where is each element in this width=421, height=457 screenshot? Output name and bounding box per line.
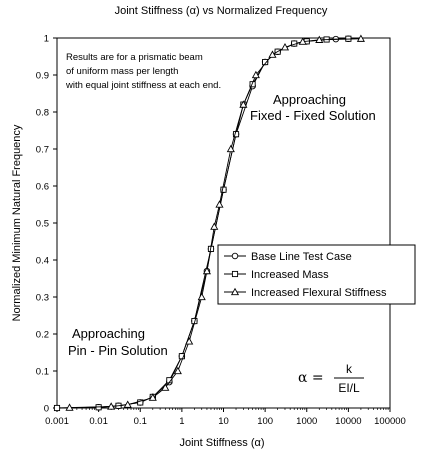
- pin-solution-annotation: Approaching Pin - Pin Solution: [68, 326, 168, 358]
- fixed-annotation-line: Approaching: [273, 92, 346, 107]
- data-point: [173, 366, 182, 375]
- data-point: [280, 43, 290, 51]
- x-tick-label: 10000: [335, 416, 361, 427]
- pin-annotation-line: Pin - Pin Solution: [68, 343, 168, 358]
- chart-title: Joint Stiffness (α) vs Normalized Freque…: [115, 5, 328, 17]
- y-axis-title: Normalized Minimum Natural Frequency: [11, 124, 23, 321]
- y-tick-label: 0.6: [36, 182, 49, 193]
- data-point: [197, 292, 206, 301]
- data-point: [215, 200, 224, 208]
- data-point: [210, 222, 219, 230]
- fixed-solution-annotation: Approaching Fixed - Fixed Solution: [250, 92, 376, 123]
- legend-entry: Increased Mass: [224, 269, 329, 281]
- x-tick-label: 0.1: [134, 416, 147, 427]
- data-point: [202, 266, 212, 275]
- data-point: [161, 383, 170, 391]
- y-tick-label: 0.8: [36, 108, 49, 119]
- legend-label: Increased Mass: [251, 269, 329, 281]
- legend-marker: [231, 270, 239, 278]
- formula-numerator: k: [346, 362, 353, 376]
- y-tick-label: 0: [44, 404, 49, 415]
- x-tick-label: 100: [257, 416, 273, 427]
- data-point: [65, 403, 74, 411]
- legend-marker: [231, 252, 239, 260]
- legend-box: [217, 244, 416, 305]
- x-tick-label: 0.001: [45, 416, 69, 427]
- x-axis-title: Joint Stiffness (α): [179, 437, 264, 449]
- note-line: with equal joint stiffness at each end.: [65, 80, 221, 91]
- axes: 0.001 0.01 0.1 1 10 100 1000 10000 100000 0 0.1 0.2…: [36, 34, 406, 428]
- legend-entry: Base Line Test Case: [224, 251, 352, 263]
- legend-entry: Increased Flexural Stiffness: [224, 287, 387, 299]
- x-tick-label: 0.01: [89, 416, 108, 427]
- y-tick-label: 0.2: [36, 330, 49, 341]
- x-tick-label: 100000: [374, 416, 406, 427]
- x-tick-label: 1000: [296, 416, 317, 427]
- data-point: [356, 34, 365, 42]
- formula-denominator: EI/L: [338, 381, 360, 395]
- data-point: [239, 100, 248, 108]
- data-point: [262, 59, 269, 66]
- fixed-annotation-line: Fixed - Fixed Solution: [250, 108, 376, 123]
- y-tick-label: 0.7: [36, 145, 49, 156]
- x-tick-label: 1: [179, 416, 184, 427]
- y-tick-label: 1: [44, 34, 49, 45]
- data-point: [53, 404, 61, 412]
- y-tick-label: 0.5: [36, 219, 49, 230]
- legend-label: Increased Flexural Stiffness: [251, 287, 387, 299]
- data-point: [107, 402, 116, 410]
- data-point: [178, 353, 185, 360]
- data-point: [298, 37, 307, 45]
- data-point: [137, 399, 144, 406]
- series-triangle: [65, 34, 365, 411]
- data-point: [220, 186, 227, 193]
- y-tick-label: 0.9: [36, 71, 49, 82]
- data-point: [315, 35, 324, 43]
- data-point: [148, 393, 157, 401]
- formula-symbol: α =: [298, 370, 324, 386]
- data-point: [251, 70, 260, 79]
- y-tick-label: 0.4: [36, 256, 49, 267]
- note-line: Results are for a prismatic beam: [66, 52, 203, 63]
- note-annotation: Results are for a prismatic beam of unif…: [65, 52, 221, 91]
- legend-marker: [230, 287, 240, 296]
- data-point: [226, 144, 235, 153]
- y-tick-label: 0.1: [36, 367, 49, 378]
- note-line: of uniform mass per length: [66, 66, 178, 77]
- pin-annotation-line: Approaching: [72, 326, 145, 341]
- data-point: [123, 400, 132, 408]
- y-tick-label: 0.3: [36, 293, 49, 304]
- data-point: [185, 337, 194, 345]
- legend-label: Base Line Test Case: [251, 251, 352, 263]
- x-tick-label: 10: [218, 416, 229, 427]
- series-layer: [53, 34, 365, 412]
- data-point: [268, 50, 277, 58]
- legend: Base Line Test Case Increased Mass Increas…: [217, 244, 416, 305]
- alpha-formula: α = k EI/L: [298, 362, 364, 395]
